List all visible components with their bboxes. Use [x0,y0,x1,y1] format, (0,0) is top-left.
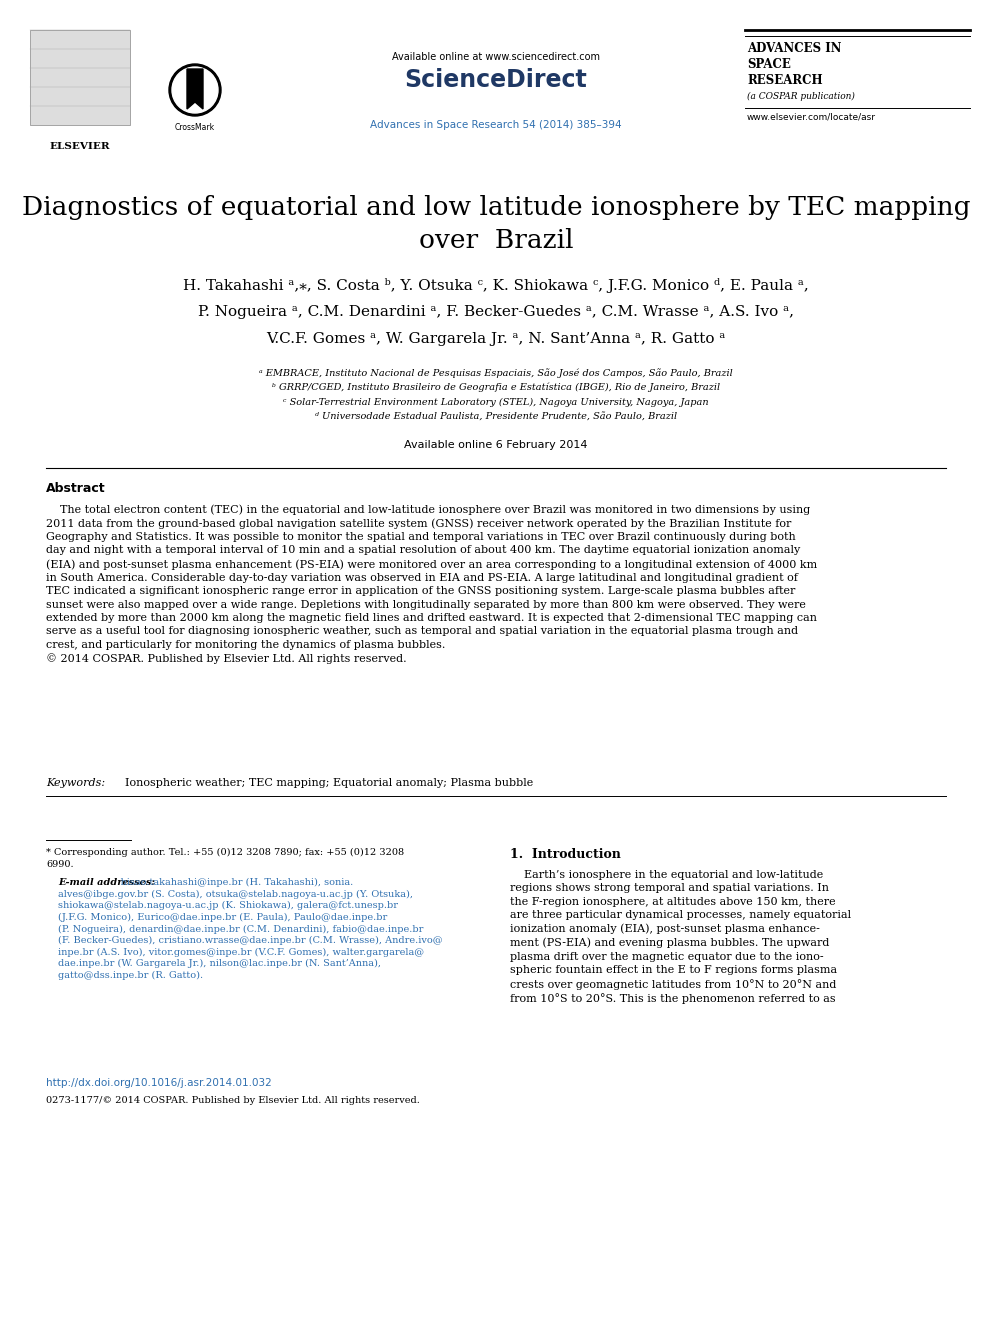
Text: SPACE: SPACE [747,58,791,71]
Text: Keywords:: Keywords: [46,778,105,789]
Text: CrossMark: CrossMark [175,123,215,132]
Text: H. Takahashi ᵃ,⁎, S. Costa ᵇ, Y. Otsuka ᶜ, K. Shiokawa ᶜ, J.F.G. Monico ᵈ, E. Pa: H. Takahashi ᵃ,⁎, S. Costa ᵇ, Y. Otsuka … [184,278,808,292]
Text: ScienceDirect: ScienceDirect [405,67,587,93]
Text: ᵈ Universodade Estadual Paulista, Presidente Prudente, São Paulo, Brazil: ᵈ Universodade Estadual Paulista, Presid… [314,413,678,422]
Text: Earth’s ionosphere in the equatorial and low-latitude
regions shows strong tempo: Earth’s ionosphere in the equatorial and… [510,871,851,1004]
Text: Available online at www.sciencedirect.com: Available online at www.sciencedirect.co… [392,52,600,62]
Text: * Corresponding author. Tel.: +55 (0)12 3208 7890; fax: +55 (0)12 3208
6990.: * Corresponding author. Tel.: +55 (0)12 … [46,848,404,869]
Text: 1.  Introduction: 1. Introduction [510,848,621,861]
Text: ELSEVIER: ELSEVIER [50,142,110,151]
Polygon shape [187,69,203,108]
Text: 0273-1177/© 2014 COSPAR. Published by Elsevier Ltd. All rights reserved.: 0273-1177/© 2014 COSPAR. Published by El… [46,1095,420,1105]
Bar [30,30,130,124]
Text: over  Brazil: over Brazil [419,228,573,253]
Text: ADVANCES IN: ADVANCES IN [747,42,841,56]
Text: ᵃ EMBRACE, Instituto Nacional de Pesquisas Espaciais, São José dos Campos, São P: ᵃ EMBRACE, Instituto Nacional de Pesquis… [259,368,733,378]
Text: Advances in Space Research 54 (2014) 385–394: Advances in Space Research 54 (2014) 385… [370,120,622,130]
Text: ᵇ GRRP/CGED, Instituto Brasileiro de Geografia e Estatística (IBGE), Rio de Jane: ᵇ GRRP/CGED, Instituto Brasileiro de Geo… [272,382,720,393]
Text: Available online 6 February 2014: Available online 6 February 2014 [405,441,587,450]
Text: P. Nogueira ᵃ, C.M. Denardini ᵃ, F. Becker-Guedes ᵃ, C.M. Wrasse ᵃ, A.S. Ivo ᵃ,: P. Nogueira ᵃ, C.M. Denardini ᵃ, F. Beck… [198,306,794,319]
Text: Diagnostics of equatorial and low latitude ionosphere by TEC mapping: Diagnostics of equatorial and low latitu… [22,194,970,220]
Circle shape [169,64,221,116]
Text: (a COSPAR publication): (a COSPAR publication) [747,93,855,101]
Text: Ionospheric weather; TEC mapping; Equatorial anomaly; Plasma bubble: Ionospheric weather; TEC mapping; Equato… [118,778,534,789]
Text: hisao.takahashi@inpe.br (H. Takahashi), sonia.
alves@ibge.gov.br (S. Costa), ots: hisao.takahashi@inpe.br (H. Takahashi), … [58,878,442,980]
Circle shape [172,67,218,112]
Text: Abstract: Abstract [46,482,105,495]
Text: ᶜ Solar-Terrestrial Environment Laboratory (STEL), Nagoya University, Nagoya, Ja: ᶜ Solar-Terrestrial Environment Laborato… [283,398,709,407]
Text: The total electron content (TEC) in the equatorial and low-latitude ionosphere o: The total electron content (TEC) in the … [46,504,817,664]
Text: www.elsevier.com/locate/asr: www.elsevier.com/locate/asr [747,112,876,120]
Text: RESEARCH: RESEARCH [747,74,822,87]
Text: E-mail addresses:: E-mail addresses: [58,878,155,886]
Text: V.C.F. Gomes ᵃ, W. Gargarela Jr. ᵃ, N. Sant’Anna ᵃ, R. Gatto ᵃ: V.C.F. Gomes ᵃ, W. Gargarela Jr. ᵃ, N. S… [266,332,726,347]
Text: http://dx.doi.org/10.1016/j.asr.2014.01.032: http://dx.doi.org/10.1016/j.asr.2014.01.… [46,1078,272,1088]
